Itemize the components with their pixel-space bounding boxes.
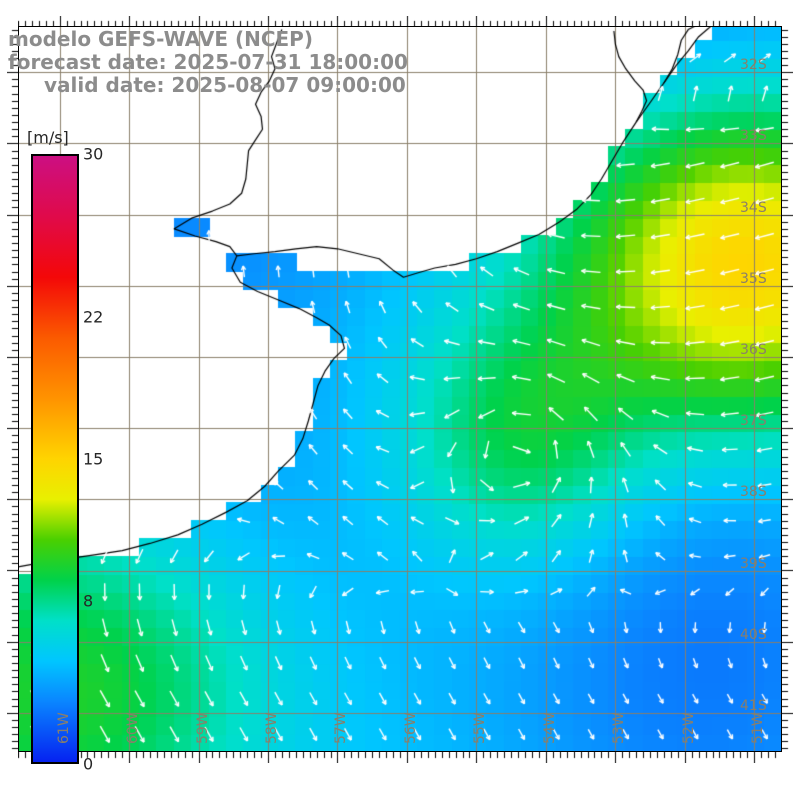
bottom-tick-axis [18,752,784,763]
latitude-label-34S: 34S [740,199,767,216]
colorbar-unit-label: [m/s] [27,128,69,147]
colorbar-tick-22: 22 [83,307,104,327]
left-tick-axis [7,26,18,754]
longitude-label-53W: 53W [611,712,628,744]
longitude-label-51W: 51W [750,712,767,744]
longitude-label-58W: 58W [264,712,281,744]
colorbar[interactable] [31,154,79,764]
latitude-label-36S: 36S [740,341,767,358]
map-plot-area[interactable] [18,26,782,752]
wind-speed-raster [18,26,782,752]
colorbar-tick-30: 30 [83,144,104,164]
latitude-label-38S: 38S [740,484,767,501]
latitude-label-33S: 33S [740,128,767,145]
right-tick-axis [782,26,793,754]
longitude-label-60W: 60W [125,712,142,744]
longitude-label-59W: 59W [194,712,211,744]
longitude-label-54W: 54W [541,712,558,744]
latitude-label-37S: 37S [740,413,767,430]
latitude-label-35S: 35S [740,270,767,287]
colorbar-gradient [31,154,79,764]
latitude-label-32S: 32S [740,57,767,74]
longitude-label-57W: 57W [333,712,350,744]
colorbar-tick-0: 0 [83,754,94,774]
latitude-label-40S: 40S [740,626,767,643]
longitude-label-55W: 55W [472,712,489,744]
latitude-label-39S: 39S [740,555,767,572]
latitude-label-41S: 41S [740,697,767,714]
colorbar-tick-15: 15 [83,449,104,469]
longitude-label-56W: 56W [402,712,419,744]
longitude-label-52W: 52W [680,712,697,744]
longitude-label-61W: 61W [55,712,72,744]
colorbar-tick-8: 8 [83,591,94,611]
